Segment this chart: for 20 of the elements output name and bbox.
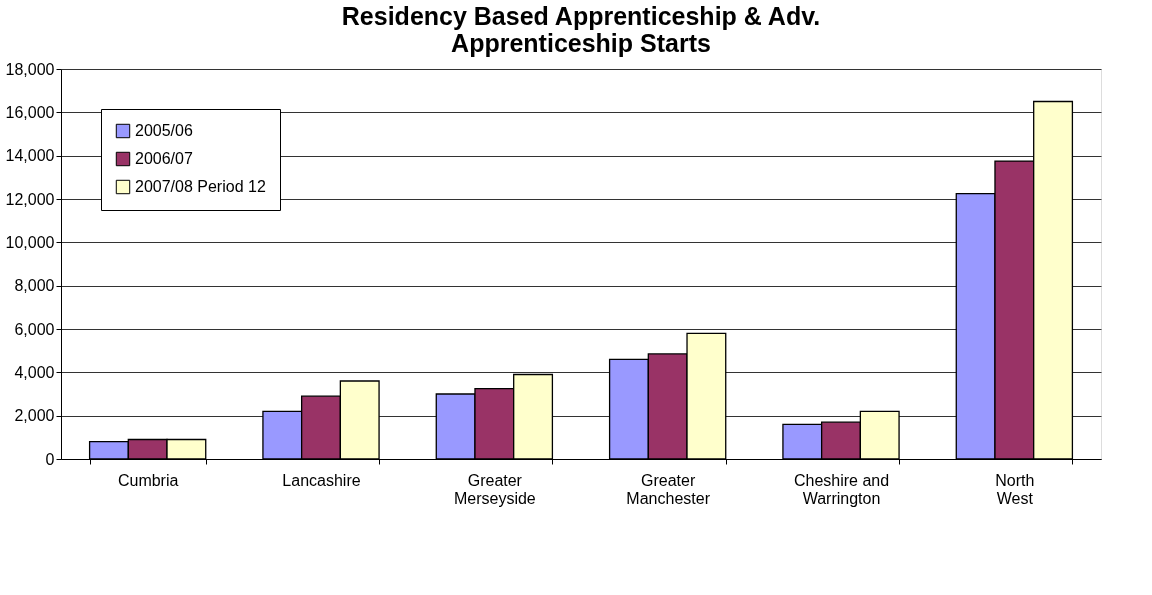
y-tick-label: 8,000 [14, 277, 55, 295]
legend-label: 2007/08 Period 12 [135, 178, 266, 195]
x-tick-label: Cheshire and Warrington [793, 471, 890, 507]
y-tick-label: 18,000 [5, 60, 55, 78]
x-tick-label: Greater Merseyside [453, 471, 536, 507]
y-tick-label: 14,000 [5, 147, 55, 165]
y-tick-label: 12,000 [5, 190, 55, 208]
y-tick-label: 16,000 [5, 103, 55, 121]
y-tick-label: 4,000 [14, 363, 55, 381]
legend-label: 2005/06 [135, 122, 193, 139]
y-tick-label: 0 [45, 450, 55, 468]
y-tick-label: 2,000 [14, 407, 55, 425]
y-tick-label: 6,000 [14, 320, 55, 338]
x-tick-label: Lancashire [282, 471, 361, 489]
x-tick-label: North West [995, 471, 1035, 507]
x-tick-label: Greater Manchester [626, 471, 711, 507]
x-tick-label: Cumbria [117, 471, 179, 489]
legend-label: 2006/07 [135, 150, 193, 167]
chart-title: Residency Based Apprenticeship & Adv. Apprenticeship Starts [341, 2, 821, 57]
y-tick-label: 10,000 [5, 233, 55, 251]
